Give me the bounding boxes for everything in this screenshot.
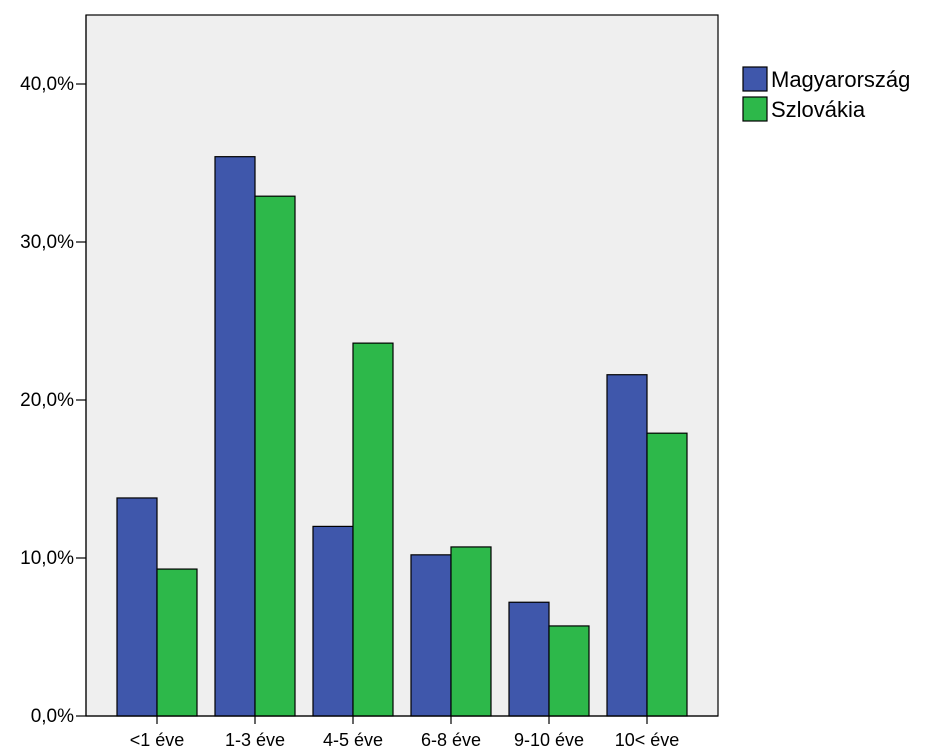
x-tick-label: 4-5 éve <box>323 730 383 750</box>
x-tick-label: 10< éve <box>615 730 680 750</box>
legend-swatch-magyarorszag <box>742 66 768 92</box>
x-axis-labels: <1 éve 1-3 éve 4-5 éve 6-8 éve 9-10 éve 10< é… <box>130 716 680 750</box>
x-tick-label: <1 éve <box>130 730 185 750</box>
x-tick-label: 1-3 éve <box>225 730 285 750</box>
y-tick-label: 40,0% <box>20 74 74 95</box>
legend-label-magyarorszag: Magyarország <box>771 67 910 92</box>
bar-magyarorszag-1 <box>116 497 158 717</box>
bar-szlovakia-3 <box>352 342 394 717</box>
y-tick-label: 10,0% <box>20 548 74 569</box>
legend-label-szlovakia: Szlovákia <box>771 97 866 122</box>
bars-group <box>116 156 688 717</box>
legend: Magyarország Szlovákia <box>742 66 910 122</box>
bar-szlovakia-2 <box>254 195 296 717</box>
bar-magyarorszag-2 <box>214 156 256 717</box>
legend-swatch-szlovakia <box>742 96 768 122</box>
bar-magyarorszag-4 <box>410 554 452 717</box>
y-tick-label: 30,0% <box>20 232 74 253</box>
y-tick-label: 0,0% <box>31 706 74 727</box>
x-tick-label: 6-8 éve <box>421 730 481 750</box>
bar-magyarorszag-3 <box>312 525 354 717</box>
y-axis-ticks: 0,0% 10,0% 20,0% 30,0% 40,0% <box>20 74 86 727</box>
bar-magyarorszag-5 <box>508 601 550 717</box>
bar-szlovakia-1 <box>156 568 198 717</box>
y-tick-label: 20,0% <box>20 390 74 411</box>
x-tick-label: 9-10 éve <box>514 730 584 750</box>
bar-szlovakia-5 <box>548 625 590 717</box>
bar-magyarorszag-6 <box>606 374 648 717</box>
bar-szlovakia-4 <box>450 546 492 717</box>
bar-szlovakia-6 <box>646 432 688 717</box>
